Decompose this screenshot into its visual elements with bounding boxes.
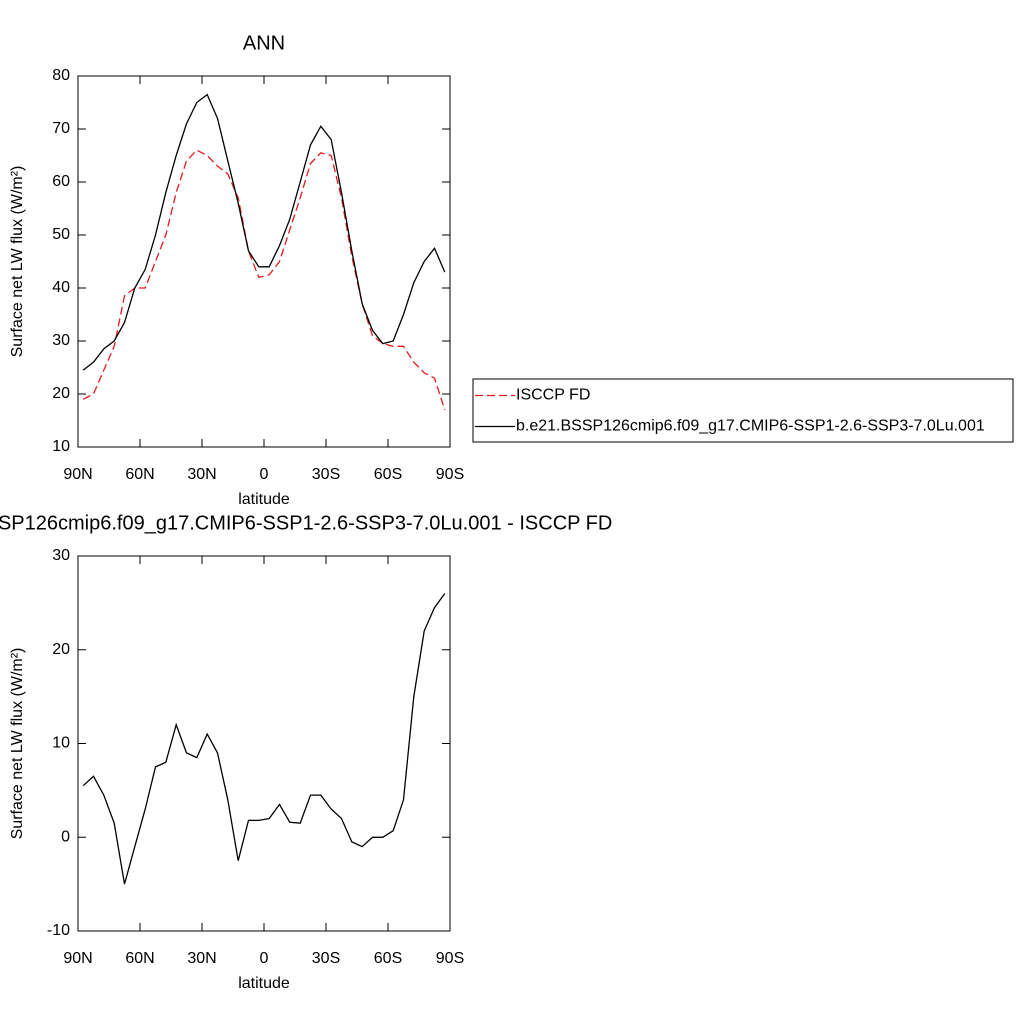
y-tick-label: 50 [52,226,70,243]
x-tick-label: 0 [260,466,269,483]
y-tick-label: -10 [47,922,70,939]
y-tick-label: 80 [52,67,70,84]
x-axis-label: latitude [238,491,290,508]
x-tick-label: 30S [312,950,340,967]
plot-frame [77,555,451,932]
y-tick-label: 10 [52,735,70,752]
y-tick-label: 10 [52,438,70,455]
series-line [82,93,446,371]
y-tick-label: 20 [52,641,70,658]
y-tick-label: 20 [52,385,70,402]
x-tick-label: 60N [125,466,154,483]
x-tick-label: 0 [260,950,269,967]
x-tick-label: 90S [436,466,464,483]
x-tick-label: 90S [436,950,464,967]
y-axis-label: Surface net LW flux (W/m²) [9,166,26,358]
y-tick-label: 60 [52,173,70,190]
x-axis-label: latitude [238,975,290,992]
chart-title: ANN [243,32,285,54]
y-tick-label: 40 [52,279,70,296]
x-tick-label: 90N [63,466,92,483]
legend-label: b.e21.BSSP126cmip6.f09_g17.CMIP6-SSP1-2.… [516,418,985,435]
chart-title: b.e21.BSSP126cmip6.f09_g17.CMIP6-SSP1-2.… [0,512,612,534]
y-tick-label: 30 [52,547,70,564]
x-tick-label: 90N [63,950,92,967]
y-tick-label: 0 [61,828,70,845]
x-tick-label: 60S [374,466,402,483]
series-line [82,593,446,885]
x-tick-label: 30N [187,466,216,483]
legend-box [472,378,1014,443]
x-tick-label: 30S [312,466,340,483]
x-tick-label: 60N [125,950,154,967]
x-tick-label: 30N [187,950,216,967]
legend-label: ISCCP FD [516,387,590,404]
x-tick-label: 60S [374,950,402,967]
y-axis-label: Surface net LW flux (W/m²) [9,648,26,840]
series-line [82,149,446,411]
y-tick-label: 70 [52,120,70,137]
plot-frame [77,75,451,448]
y-tick-label: 30 [52,332,70,349]
